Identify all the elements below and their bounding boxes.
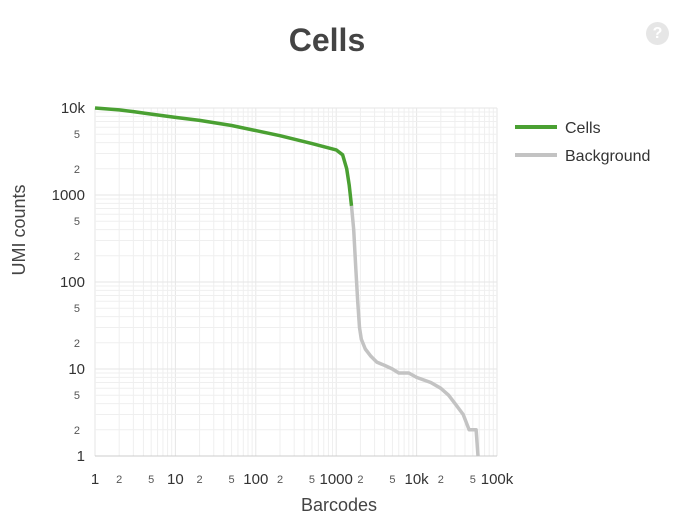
x-minor-tick-label: 5 (229, 474, 235, 486)
y-tick-label: 10k (61, 100, 86, 117)
x-minor-tick-label: 2 (116, 474, 122, 486)
x-axis-label: Barcodes (301, 495, 377, 515)
x-minor-tick-label: 5 (470, 474, 476, 486)
grid (94, 107, 498, 457)
x-minor-tick-label: 5 (148, 474, 154, 486)
y-minor-tick-label: 2 (74, 164, 80, 176)
y-tick-labels: 1 2 5 10 2 5 100 2 5 1000 2 5 10k (52, 100, 86, 465)
x-minor-tick-label: 2 (357, 474, 363, 486)
x-minor-tick-label: 2 (197, 474, 203, 486)
legend-label: Cells (565, 120, 601, 137)
help-icon[interactable]: ? (646, 22, 669, 45)
x-tick-label: 10k (405, 471, 430, 488)
y-minor-tick-label: 5 (74, 129, 80, 141)
y-tick-label: 1000 (52, 187, 85, 204)
series-lines (94, 106, 480, 457)
y-minor-tick-label: 5 (74, 303, 80, 315)
y-axis-label: UMI counts (9, 184, 29, 275)
y-minor-tick-label: 5 (74, 216, 80, 228)
legend-label: Background (565, 148, 650, 165)
y-minor-tick-label: 2 (74, 251, 80, 263)
x-tick-label: 10 (167, 471, 184, 488)
x-tick-label: 100 (243, 471, 268, 488)
x-minor-tick-label: 2 (438, 474, 444, 486)
x-minor-tick-label: 2 (277, 474, 283, 486)
x-minor-tick-label: 5 (309, 474, 315, 486)
x-tick-label: 1000 (320, 471, 353, 488)
legend: Cells Background (515, 120, 650, 165)
x-tick-label: 100k (481, 471, 514, 488)
y-tick-label: 1 (77, 448, 85, 465)
series-line-cells (94, 106, 354, 207)
y-tick-label: 10 (68, 361, 85, 378)
series-line-background (349, 205, 480, 457)
y-minor-tick-label: 5 (74, 390, 80, 402)
x-tick-labels: 1 2 5 10 2 5 100 2 5 1000 2 5 10k 2 5 100k (91, 471, 514, 488)
y-tick-label: 100 (60, 274, 85, 291)
y-minor-tick-label: 2 (74, 338, 80, 350)
x-tick-label: 1 (91, 471, 99, 488)
y-minor-tick-label: 2 (74, 425, 80, 437)
chart-title: Cells (288, 22, 366, 58)
x-minor-tick-label: 5 (389, 474, 395, 486)
